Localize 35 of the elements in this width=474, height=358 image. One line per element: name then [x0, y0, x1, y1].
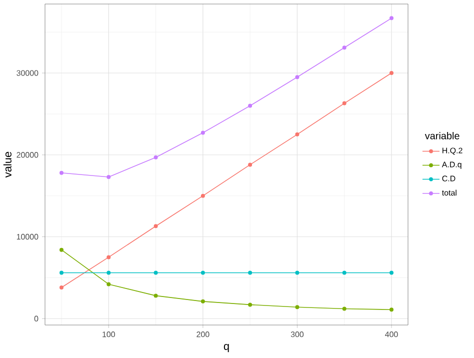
point [248, 302, 252, 307]
point [60, 286, 64, 290]
point [390, 270, 394, 275]
point [106, 270, 111, 275]
legend-title: variable [424, 132, 460, 140]
point [248, 104, 252, 108]
point [60, 248, 64, 252]
point [295, 75, 300, 80]
point [295, 270, 300, 275]
point [342, 270, 346, 275]
point [154, 294, 158, 298]
point [390, 16, 394, 20]
point [248, 162, 252, 167]
point [60, 170, 64, 175]
point [342, 101, 346, 106]
point [154, 155, 158, 160]
point [106, 174, 111, 179]
point [154, 224, 158, 228]
point [60, 270, 64, 275]
x-axis-title: q [224, 344, 229, 352]
point [200, 270, 205, 275]
point [200, 130, 205, 135]
point [200, 194, 205, 198]
point [106, 255, 111, 260]
point [295, 305, 300, 310]
y-axis-title: value [3, 152, 12, 178]
point [295, 132, 300, 136]
point [106, 282, 111, 286]
point [248, 270, 252, 275]
point [390, 308, 394, 312]
point [200, 299, 205, 304]
point [342, 306, 346, 311]
point [390, 71, 394, 76]
point [342, 46, 346, 50]
point [154, 270, 158, 275]
